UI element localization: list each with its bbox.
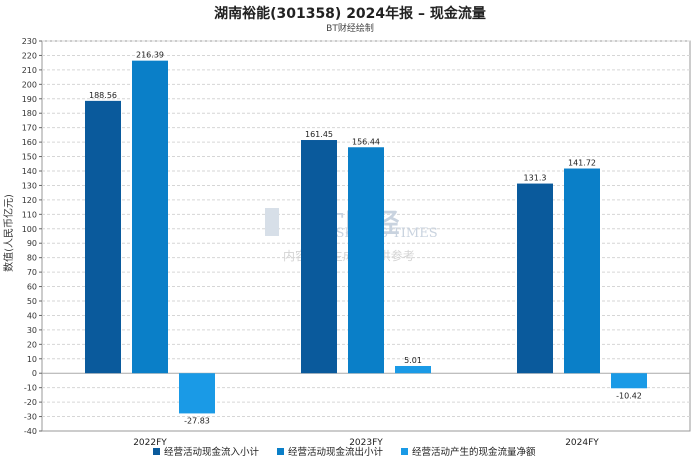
legend-label: 经营活动现金流入小计 xyxy=(164,446,260,458)
plot-frame xyxy=(41,40,691,432)
y-tick-label: 120 xyxy=(22,196,37,205)
x-tick-label: 2023FY xyxy=(349,438,383,448)
legend-label: 经营活动现金流出小计 xyxy=(288,446,384,458)
y-tick-label: -10 xyxy=(24,384,37,393)
legend-swatch xyxy=(401,448,408,455)
y-tick-label: 50 xyxy=(27,297,37,306)
y-tick-label: 170 xyxy=(22,124,37,133)
legend-label: 经营活动产生的现金流量净额 xyxy=(412,446,536,458)
y-tick-label: -30 xyxy=(24,413,37,422)
y-tick-label: 200 xyxy=(22,80,37,89)
data-label: -10.42 xyxy=(616,391,642,400)
data-label: 141.72 xyxy=(568,159,596,168)
y-tick-label: -40 xyxy=(24,427,37,436)
bar xyxy=(564,168,600,374)
bars: 188.56 216.39 -27.83 161.45 156.44 5.01 131.3 1… xyxy=(85,51,647,425)
chart-title: 湖南裕能(301358) 2024年报 – 现金流量 xyxy=(214,6,486,22)
x-tick-label: 2022FY xyxy=(133,438,167,448)
x-axis: 2022FY 2023FY 2024FY xyxy=(133,438,599,448)
y-tick-label: 130 xyxy=(22,181,37,190)
watermark-logo-mark xyxy=(265,208,279,236)
y-tick-label: 0 xyxy=(32,369,37,378)
y-tick-label: 180 xyxy=(22,109,37,118)
y-tick-label: 70 xyxy=(27,268,37,277)
y-tick-label: -20 xyxy=(24,398,37,407)
y-axis: -40 -30 -20 -10 0 10 20 30 40 50 60 70 80 90 100 110 120… xyxy=(22,37,42,436)
y-tick-label: 10 xyxy=(27,355,37,364)
y-tick-label: 60 xyxy=(27,283,37,292)
y-tick-label: 230 xyxy=(22,37,37,46)
legend: 经营活动现金流入小计 经营活动现金流出小计 经营活动产生的现金流量净额 xyxy=(153,446,536,458)
y-tick-label: 110 xyxy=(22,210,37,219)
bar xyxy=(301,140,337,374)
data-label: 131.3 xyxy=(524,174,547,183)
data-label: 5.01 xyxy=(404,356,422,365)
bar xyxy=(132,60,168,374)
y-tick-label: 40 xyxy=(27,311,37,320)
bar xyxy=(611,373,647,389)
y-axis-label: 数值(人民币亿元) xyxy=(2,194,15,272)
y-tick-label: 140 xyxy=(22,167,37,176)
data-label: 161.45 xyxy=(305,130,333,139)
legend-swatch xyxy=(153,448,160,455)
data-label: -27.83 xyxy=(184,416,210,425)
data-label: 188.56 xyxy=(89,91,117,100)
y-tick-label: 90 xyxy=(27,239,37,248)
bar xyxy=(348,147,384,374)
bar xyxy=(517,183,553,374)
data-label: 216.39 xyxy=(136,51,164,60)
y-tick-label: 190 xyxy=(22,95,37,104)
legend-swatch xyxy=(277,448,284,455)
bar xyxy=(395,365,431,374)
data-label: 156.44 xyxy=(352,137,380,146)
y-tick-label: 160 xyxy=(22,138,37,147)
y-tick-label: 210 xyxy=(22,66,37,75)
y-tick-label: 100 xyxy=(22,225,37,234)
bar xyxy=(85,100,121,374)
x-tick-label: 2024FY xyxy=(565,438,599,448)
chart-subtitle: BT财经绘制 xyxy=(326,24,374,34)
y-tick-label: 150 xyxy=(22,153,37,162)
y-tick-label: 20 xyxy=(27,340,37,349)
y-tick-label: 30 xyxy=(27,326,37,335)
y-tick-label: 80 xyxy=(27,254,37,263)
y-tick-label: 220 xyxy=(22,51,37,60)
bar xyxy=(179,373,215,414)
